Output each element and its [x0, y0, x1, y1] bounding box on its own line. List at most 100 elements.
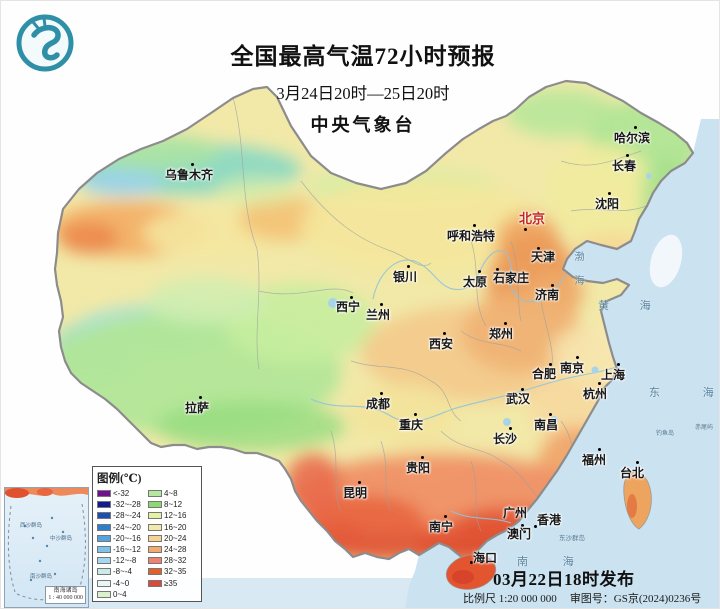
city-dot — [357, 480, 361, 484]
city-dot — [520, 523, 524, 527]
city-label: 乌鲁木齐 — [164, 168, 214, 182]
city-label: 济南 — [534, 288, 560, 302]
city-label: 重庆 — [398, 418, 424, 432]
city-label: 海口 — [472, 551, 498, 565]
city-label: 天津 — [530, 250, 556, 264]
city-dot — [469, 560, 473, 564]
city-label: 杭州 — [582, 387, 608, 401]
city-label: 澳门 — [506, 527, 532, 541]
city-label: 昆明 — [342, 486, 368, 500]
hainan-hot-spot — [452, 570, 474, 584]
city-dot — [550, 283, 554, 287]
city-dot — [472, 223, 476, 227]
legend-item: 8~12 — [148, 499, 198, 510]
legend-items: <-32 -32~-28 -28~-24 -24~-20 -20~-16 -16~-12-… — [97, 488, 198, 600]
legend-label: 0~4 — [113, 589, 127, 599]
city-label: 兰州 — [365, 308, 391, 322]
map-title-block: 全国最高气温72小时预报 3月24日20时—25日20时 中央气象台 — [213, 37, 513, 137]
legend-swatch — [148, 501, 162, 509]
city-dot — [379, 302, 383, 306]
legend-swatch — [97, 512, 111, 520]
city-dot — [503, 321, 507, 325]
city-dot — [533, 524, 537, 528]
city-dot — [520, 387, 524, 391]
city-dot — [406, 264, 410, 268]
sea-name-label: 黄 海 — [598, 300, 665, 312]
legend-swatch — [148, 557, 162, 565]
approval-number: 审图号：GS京(2024)0236号 — [569, 593, 702, 605]
map-scale: 比例尺 1:20 000 000 — [463, 593, 557, 605]
sea-name-label: 东 海 — [649, 387, 714, 399]
city-dot — [548, 362, 552, 366]
legend-item: -8~-4 — [97, 566, 147, 577]
legend-item: 28~32 — [148, 555, 198, 566]
city-label: 广州 — [502, 506, 528, 520]
legend-label: 32~35 — [164, 567, 187, 577]
inset-island-label: 南沙群岛 — [29, 574, 53, 580]
city-label: 成都 — [365, 397, 391, 411]
legend-item: 16~20 — [148, 522, 198, 533]
legend-label: -4~0 — [113, 578, 130, 588]
city-label: 南昌 — [533, 418, 559, 432]
legend-item: 32~35 — [148, 566, 198, 577]
legend-swatch — [97, 568, 111, 576]
legend-label: -16~-12 — [113, 545, 141, 555]
legend-item: 4~8 — [148, 488, 198, 499]
city-label: 西宁 — [335, 300, 361, 314]
city-dot — [522, 529, 526, 533]
legend-swatch — [97, 579, 111, 587]
legend-item: -12~-8 — [97, 555, 147, 566]
map-title: 全国最高气温72小时预报 — [230, 44, 496, 69]
city-dot — [575, 355, 579, 359]
legend-label: 8~12 — [164, 500, 183, 510]
city-label: 西安 — [428, 337, 454, 351]
city-dot — [495, 267, 499, 271]
korea-landmass — [649, 234, 683, 288]
agency-name: 中央气象台 — [310, 115, 416, 135]
city-label: 长春 — [611, 159, 637, 173]
legend-label: -32~-28 — [113, 500, 141, 510]
city-dot — [420, 455, 424, 459]
legend-item: 12~16 — [148, 510, 198, 521]
city-dot — [413, 412, 417, 416]
legend-item: -20~-16 — [97, 533, 147, 544]
temperature-legend: 图例(℃) <-32 -32~-28 -28~-24 -24~-20 -20~-16 -1… — [92, 466, 202, 602]
city-dot — [607, 191, 611, 195]
island-label: 钓鱼岛 — [656, 431, 675, 437]
city-label: 拉萨 — [184, 401, 210, 415]
legend-label: -24~-20 — [113, 522, 141, 532]
sea-name-label: 南 海 — [517, 556, 590, 568]
legend-swatch — [97, 590, 111, 598]
city-label: 福州 — [581, 453, 607, 467]
legend-swatch — [148, 512, 162, 520]
city-label: 南宁 — [428, 520, 454, 534]
city-label: 北京 — [518, 211, 546, 226]
inset-island-label: 中沙群岛 — [49, 536, 73, 542]
map-meta-line: 比例尺 1:20 000 000 审图号：GS京(2024)0236号 — [463, 590, 701, 606]
city-label: 台北 — [619, 466, 645, 480]
national-boundary — [53, 79, 695, 563]
legend-swatch — [148, 579, 162, 587]
city-dot — [523, 227, 527, 231]
city-dot — [442, 331, 446, 335]
city-dot — [443, 514, 447, 518]
city-label: 银川 — [392, 270, 418, 284]
legend-label: -12~-8 — [113, 556, 137, 566]
province-boundaries — [232, 96, 647, 532]
city-label: 沈阳 — [594, 197, 620, 211]
city-dot — [633, 125, 637, 129]
legend-swatch — [148, 534, 162, 542]
legend-label: 20~24 — [164, 533, 187, 543]
city-dot — [198, 395, 202, 399]
legend-swatch — [148, 490, 162, 498]
forecast-period: 3月24日20时—25日20时 — [276, 84, 450, 103]
city-dot — [597, 381, 601, 385]
taiwan-hot-spot — [627, 494, 637, 518]
inset-scale: 1 : 40 000 000 — [48, 595, 83, 601]
city-label: 上海 — [600, 368, 626, 382]
island-label: 赤尾屿 — [695, 425, 714, 431]
city-dot — [536, 246, 540, 250]
city-dot — [635, 460, 639, 464]
legend-label: 24~28 — [164, 545, 187, 555]
legend-item: -32~-28 — [97, 499, 147, 510]
